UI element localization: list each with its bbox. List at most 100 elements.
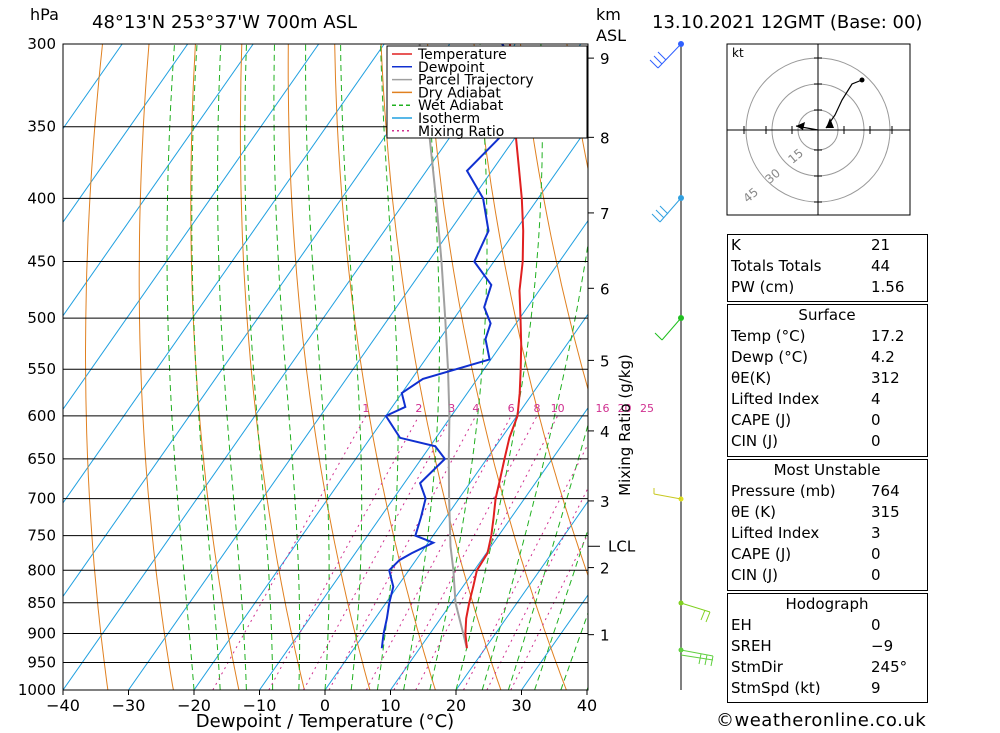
isotherm-line bbox=[63, 44, 189, 224]
pressure-tick-label: 500 bbox=[27, 309, 56, 327]
hodograph-trace bbox=[825, 79, 863, 129]
hodo-value: 9 bbox=[871, 679, 881, 697]
parcel-trajectory-line bbox=[418, 44, 468, 649]
wet-adiabat-line bbox=[534, 527, 588, 690]
surface-value: 0 bbox=[871, 411, 881, 429]
dry-adiabat-line bbox=[239, 44, 305, 690]
mixing-ratio-line bbox=[212, 415, 367, 690]
temperature-tick-label: 40 bbox=[577, 696, 597, 715]
mixing-ratio-label: 8 bbox=[534, 402, 541, 415]
mixing-ratio-label: 10 bbox=[551, 402, 565, 415]
most-unstable-title: Most Unstable bbox=[773, 461, 881, 479]
surface-label: CIN (J) bbox=[731, 432, 779, 450]
table-row: SREH −9 bbox=[727, 636, 927, 657]
index-label: PW (cm) bbox=[731, 278, 795, 296]
mixing-ratio-label: 25 bbox=[640, 402, 654, 415]
pressure-tick-label: 650 bbox=[27, 450, 56, 468]
dewpoint-line bbox=[380, 44, 517, 649]
wet-adiabat-line bbox=[455, 44, 543, 690]
wind-barb bbox=[678, 600, 711, 623]
isotherm-line bbox=[63, 44, 516, 690]
wind-barb bbox=[651, 195, 684, 223]
wet-adiabat-line bbox=[273, 44, 301, 690]
wind-barb bbox=[649, 41, 684, 69]
mixing-ratio-line bbox=[393, 415, 538, 690]
table-row: Lifted Index 4 bbox=[727, 389, 927, 410]
height-tick-label: 1 bbox=[600, 627, 610, 645]
legend-box bbox=[386, 45, 588, 139]
temperature-tick-label: −30 bbox=[112, 696, 146, 715]
most-unstable-box bbox=[727, 459, 928, 591]
wet-adiabat-line bbox=[305, 44, 330, 690]
wet-adiabat-line bbox=[166, 44, 195, 690]
indices-table: K 21 Totals Totals 44 PW (cm) 1.56 bbox=[727, 235, 927, 298]
index-label: K bbox=[731, 236, 741, 254]
surface-label: CAPE (J) bbox=[731, 411, 792, 429]
height-unit-label: km bbox=[596, 5, 621, 24]
wet-adiabat-line bbox=[560, 611, 588, 690]
table-row: θE (K) 315 bbox=[727, 502, 927, 523]
table-row: StmDir 245° bbox=[727, 657, 927, 678]
table-row: CAPE (J) 0 bbox=[727, 544, 927, 565]
surface-value: 4 bbox=[871, 390, 881, 408]
pressure-tick-label: 800 bbox=[27, 561, 56, 579]
wet-adiabat-line bbox=[507, 423, 588, 690]
credit-label: ©weatheronline.co.uk bbox=[716, 710, 927, 731]
wet-adiabat-line bbox=[403, 44, 440, 690]
mixing-ratio-axis-label: Mixing Ratio (g/kg) bbox=[616, 354, 634, 496]
surface-box bbox=[727, 304, 928, 457]
sounding-profiles bbox=[380, 44, 525, 649]
height-tick-label: 7 bbox=[600, 205, 610, 223]
lcl-label: LCL bbox=[608, 537, 636, 555]
legend-entry-label: Wet Adiabat bbox=[418, 98, 504, 114]
index-value: 21 bbox=[871, 236, 891, 254]
dry-adiabat-line bbox=[520, 44, 588, 391]
hodo-label: SREH bbox=[731, 637, 772, 655]
height-tick-label: 9 bbox=[600, 50, 610, 68]
mixing-ratio-line bbox=[268, 415, 420, 690]
mu-value: 315 bbox=[871, 503, 900, 521]
table-row: θE(K) 312 bbox=[727, 368, 927, 389]
isotherm-line bbox=[455, 500, 588, 690]
temperature-tick-label: 30 bbox=[511, 696, 531, 715]
legend-entry-label: Mixing Ratio bbox=[418, 124, 504, 140]
height-tick-label: 3 bbox=[600, 493, 610, 511]
pressure-tick-label: 350 bbox=[27, 118, 56, 136]
table-row: Pressure (mb) 764 bbox=[727, 481, 927, 502]
pressure-tick-label: 850 bbox=[27, 594, 56, 612]
most-unstable-table: Most Unstable Pressure (mb) 764 θE (K) 315… bbox=[727, 460, 927, 586]
pressure-tick-label: 1000 bbox=[18, 681, 56, 699]
table-row: CAPE (J) 0 bbox=[727, 410, 927, 431]
mu-value: 764 bbox=[871, 482, 900, 500]
mixing-ratio-label: 3 bbox=[448, 402, 455, 415]
isotherm-line bbox=[193, 126, 588, 690]
isotherm-line bbox=[63, 44, 254, 317]
dry-adiabat-line bbox=[938, 44, 1000, 690]
mixing-ratio-label: 1 bbox=[362, 402, 369, 415]
height-tick-label: 8 bbox=[600, 129, 610, 147]
legend-entry-label: Dry Adiabat bbox=[418, 85, 501, 101]
pressure-axis: 300 350 400 450 500 550 600 650 700 750 800 850 900 9… bbox=[18, 35, 56, 699]
temperature-tick-label: −10 bbox=[243, 696, 277, 715]
hodo-label: EH bbox=[731, 616, 752, 634]
index-value: 44 bbox=[871, 257, 891, 275]
isotherm-line bbox=[63, 44, 320, 411]
indices-box bbox=[727, 234, 928, 302]
mu-label: CIN (J) bbox=[731, 566, 779, 584]
surface-table: Surface Temp (°C) 17.2 Dewp (°C) 4.2 θE(K)… bbox=[727, 305, 927, 452]
pressure-tick-label: 400 bbox=[27, 189, 56, 207]
isotherm-line bbox=[63, 44, 451, 598]
wet-adiabat-line bbox=[217, 44, 247, 690]
pressure-tick-label: 550 bbox=[27, 360, 56, 378]
hodo-value: 0 bbox=[871, 616, 881, 634]
surface-label: Dewp (°C) bbox=[731, 348, 809, 366]
surface-value: 312 bbox=[871, 369, 900, 387]
table-row: CIN (J) 0 bbox=[727, 565, 927, 586]
height-axis: 1 2 3 4 5 6 7 8 9 LCL bbox=[588, 50, 636, 645]
datetime-label: 13.10.2021 12GMT (Base: 00) bbox=[652, 12, 922, 33]
pressure-unit-label: hPa bbox=[30, 5, 59, 24]
legend-entry-label: Parcel Trajectory bbox=[418, 73, 534, 89]
hodo-label: StmSpd (kt) bbox=[731, 679, 821, 697]
pressure-tick-label: 300 bbox=[27, 35, 56, 53]
